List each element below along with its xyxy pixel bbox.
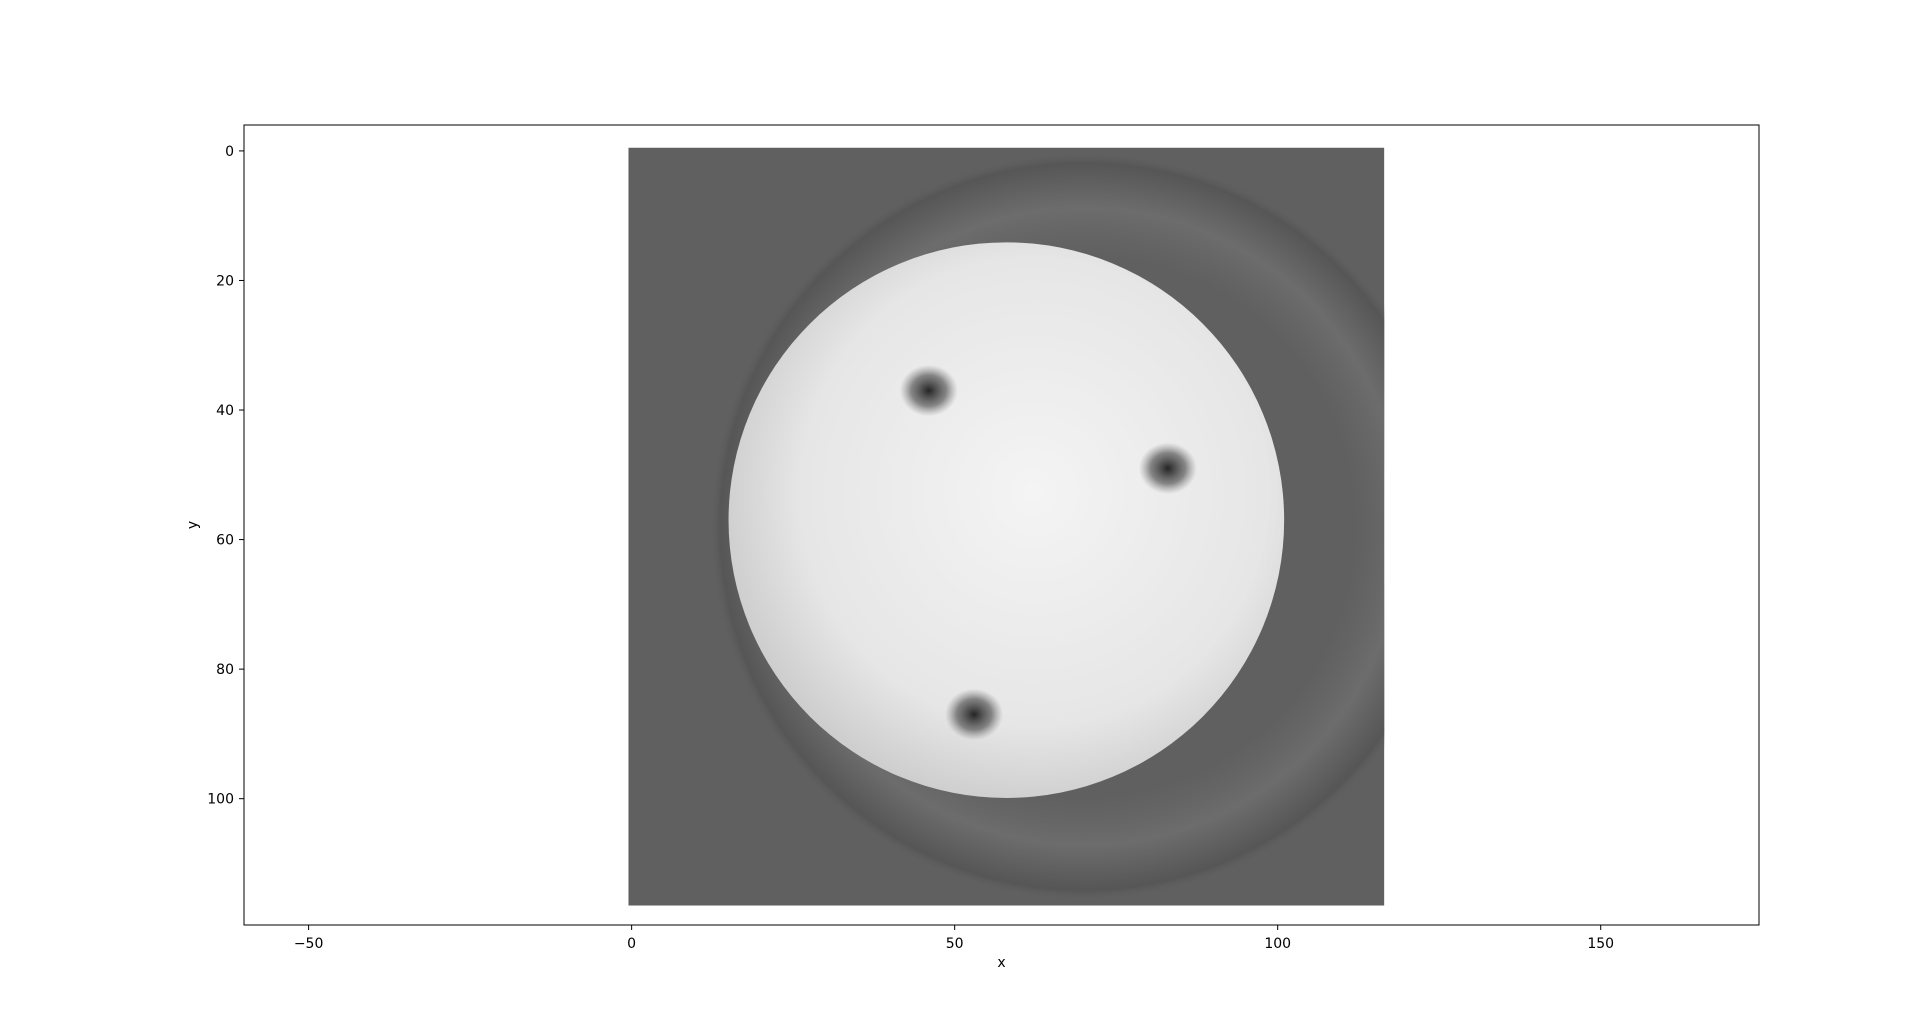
axes: −50 0 50 100 150 0 20 40 60 80 100 x y bbox=[185, 124, 1760, 971]
feature-right bbox=[1138, 442, 1197, 495]
y-tick-label: 40 bbox=[216, 403, 234, 419]
x-axis-label: x bbox=[997, 955, 1005, 971]
y-axis-ticks: 0 20 40 60 80 100 bbox=[207, 144, 244, 808]
feature-bottom bbox=[944, 688, 1004, 741]
y-axis-label: y bbox=[185, 521, 201, 529]
y-tick-label: 0 bbox=[225, 144, 234, 160]
axes-frame bbox=[243, 124, 1760, 926]
y-tick-label: 100 bbox=[207, 792, 234, 808]
heatmap-image bbox=[628, 147, 1385, 906]
x-tick-label: 0 bbox=[627, 936, 636, 952]
bright-disk bbox=[728, 242, 1285, 798]
x-tick-label: −50 bbox=[294, 936, 324, 952]
dark-features bbox=[899, 364, 1197, 741]
y-tick-label: 20 bbox=[216, 273, 234, 289]
x-tick-label: 100 bbox=[1264, 936, 1291, 952]
y-tick-label: 60 bbox=[216, 533, 234, 549]
x-tick-label: 50 bbox=[946, 936, 964, 952]
y-tick-label: 80 bbox=[216, 662, 234, 678]
x-tick-label: 150 bbox=[1587, 936, 1614, 952]
feature-top-left bbox=[899, 364, 958, 417]
x-axis-ticks: −50 0 50 100 150 bbox=[294, 925, 1614, 952]
